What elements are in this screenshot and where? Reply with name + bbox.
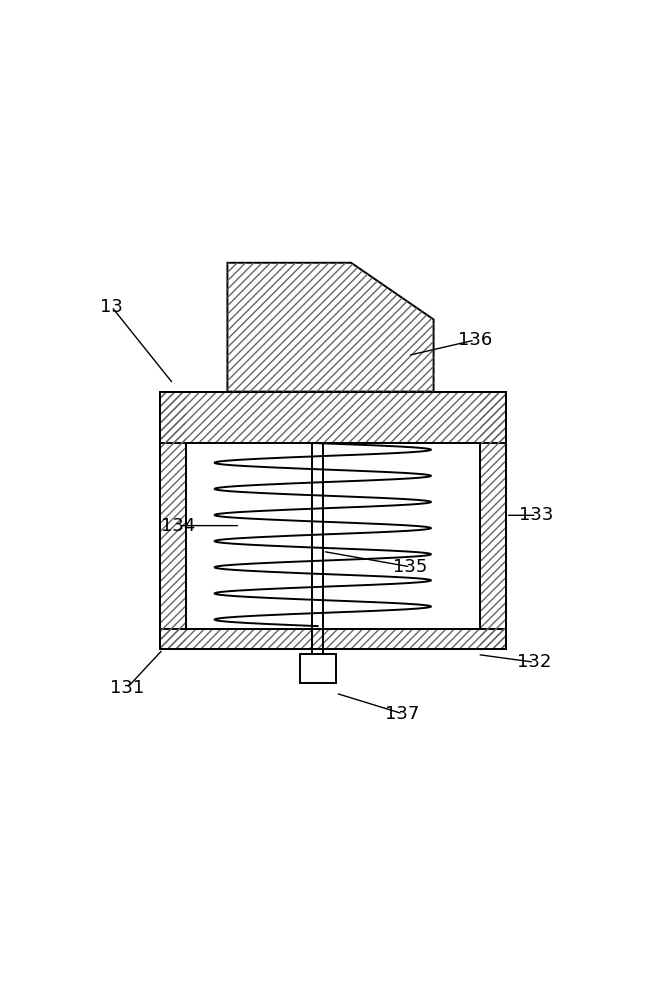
Text: 136: 136: [458, 331, 492, 349]
Bar: [160, 392, 186, 649]
Bar: [160, 392, 505, 443]
Polygon shape: [227, 263, 434, 392]
Text: 13: 13: [100, 298, 123, 316]
Bar: [160, 392, 505, 649]
Text: 137: 137: [386, 705, 420, 723]
Text: 131: 131: [110, 679, 144, 697]
Text: 133: 133: [519, 506, 554, 524]
Text: 132: 132: [517, 653, 551, 671]
Text: 134: 134: [162, 517, 196, 535]
Bar: [480, 392, 505, 649]
Bar: [160, 629, 505, 649]
Bar: [186, 443, 480, 629]
Bar: [160, 392, 505, 443]
Bar: [160, 392, 186, 649]
Bar: [480, 392, 505, 649]
Bar: [160, 629, 505, 649]
Text: 135: 135: [393, 558, 428, 576]
Bar: [299, 654, 336, 683]
